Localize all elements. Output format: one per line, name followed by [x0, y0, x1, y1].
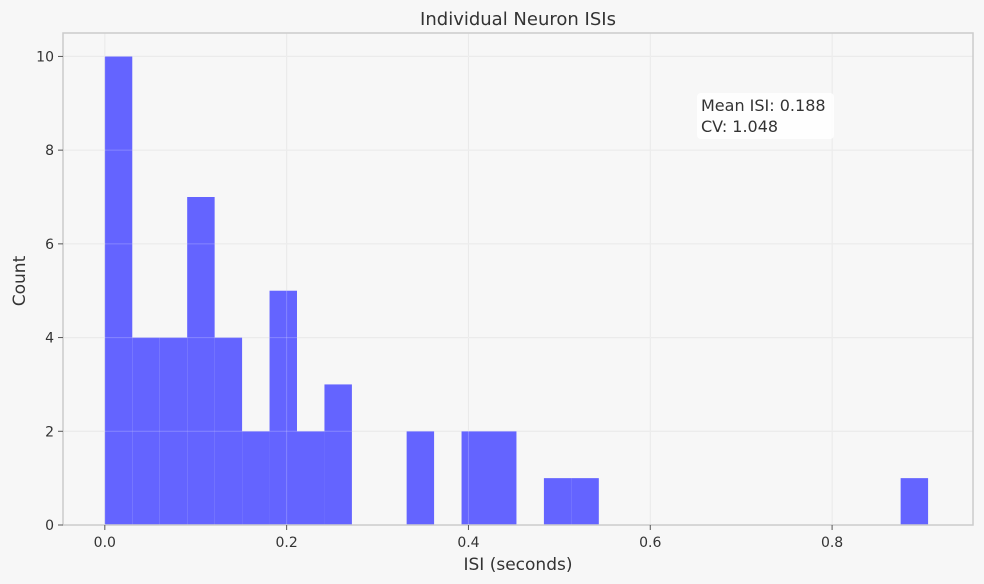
histogram-bar	[269, 290, 297, 525]
x-tick-label: 0.4	[457, 535, 479, 551]
cv-text: CV: 1.048	[701, 117, 778, 136]
histogram-bar	[187, 197, 215, 525]
histogram-bar	[489, 431, 517, 525]
x-tick-label: 0.2	[276, 535, 298, 551]
histogram-bar	[543, 478, 572, 525]
histogram-bar	[214, 337, 243, 525]
histogram-bar	[461, 431, 489, 525]
mean-isi-text: Mean ISI: 0.188	[701, 96, 826, 115]
plot-frame	[62, 32, 974, 526]
histogram-bar	[132, 337, 160, 525]
histogram-bars	[104, 56, 929, 526]
stats-annotation-box	[697, 93, 834, 139]
y-tick-label: 0	[45, 518, 54, 534]
x-axis-label: ISI (seconds)	[464, 555, 573, 575]
y-tick-label: 2	[45, 424, 54, 440]
y-tick-label: 4	[45, 331, 54, 347]
histogram-bar	[324, 384, 352, 525]
chart-title: Individual Neuron ISIs	[420, 9, 616, 30]
y-axis-ticks: 0 2 4 6 8 10	[36, 49, 63, 534]
histogram-bar	[104, 56, 133, 526]
x-tick-label: 0.0	[94, 535, 116, 551]
histogram-bar	[159, 337, 188, 525]
y-tick-label: 6	[45, 237, 54, 253]
x-tick-label: 0.8	[821, 535, 843, 551]
y-tick-label: 8	[45, 143, 54, 159]
stats-annotation: Mean ISI: 0.188 CV: 1.048	[697, 93, 834, 139]
x-tick-label: 0.6	[639, 535, 661, 551]
histogram-bar	[297, 431, 325, 525]
histogram-bar	[242, 431, 270, 525]
y-tick-label: 10	[36, 49, 54, 65]
histogram-bar	[571, 478, 599, 525]
y-axis-label: Count	[10, 255, 30, 306]
histogram-bar	[406, 431, 435, 525]
histogram-bar	[900, 478, 929, 525]
x-axis-ticks: 0.0 0.2 0.4 0.6 0.8	[94, 525, 843, 551]
